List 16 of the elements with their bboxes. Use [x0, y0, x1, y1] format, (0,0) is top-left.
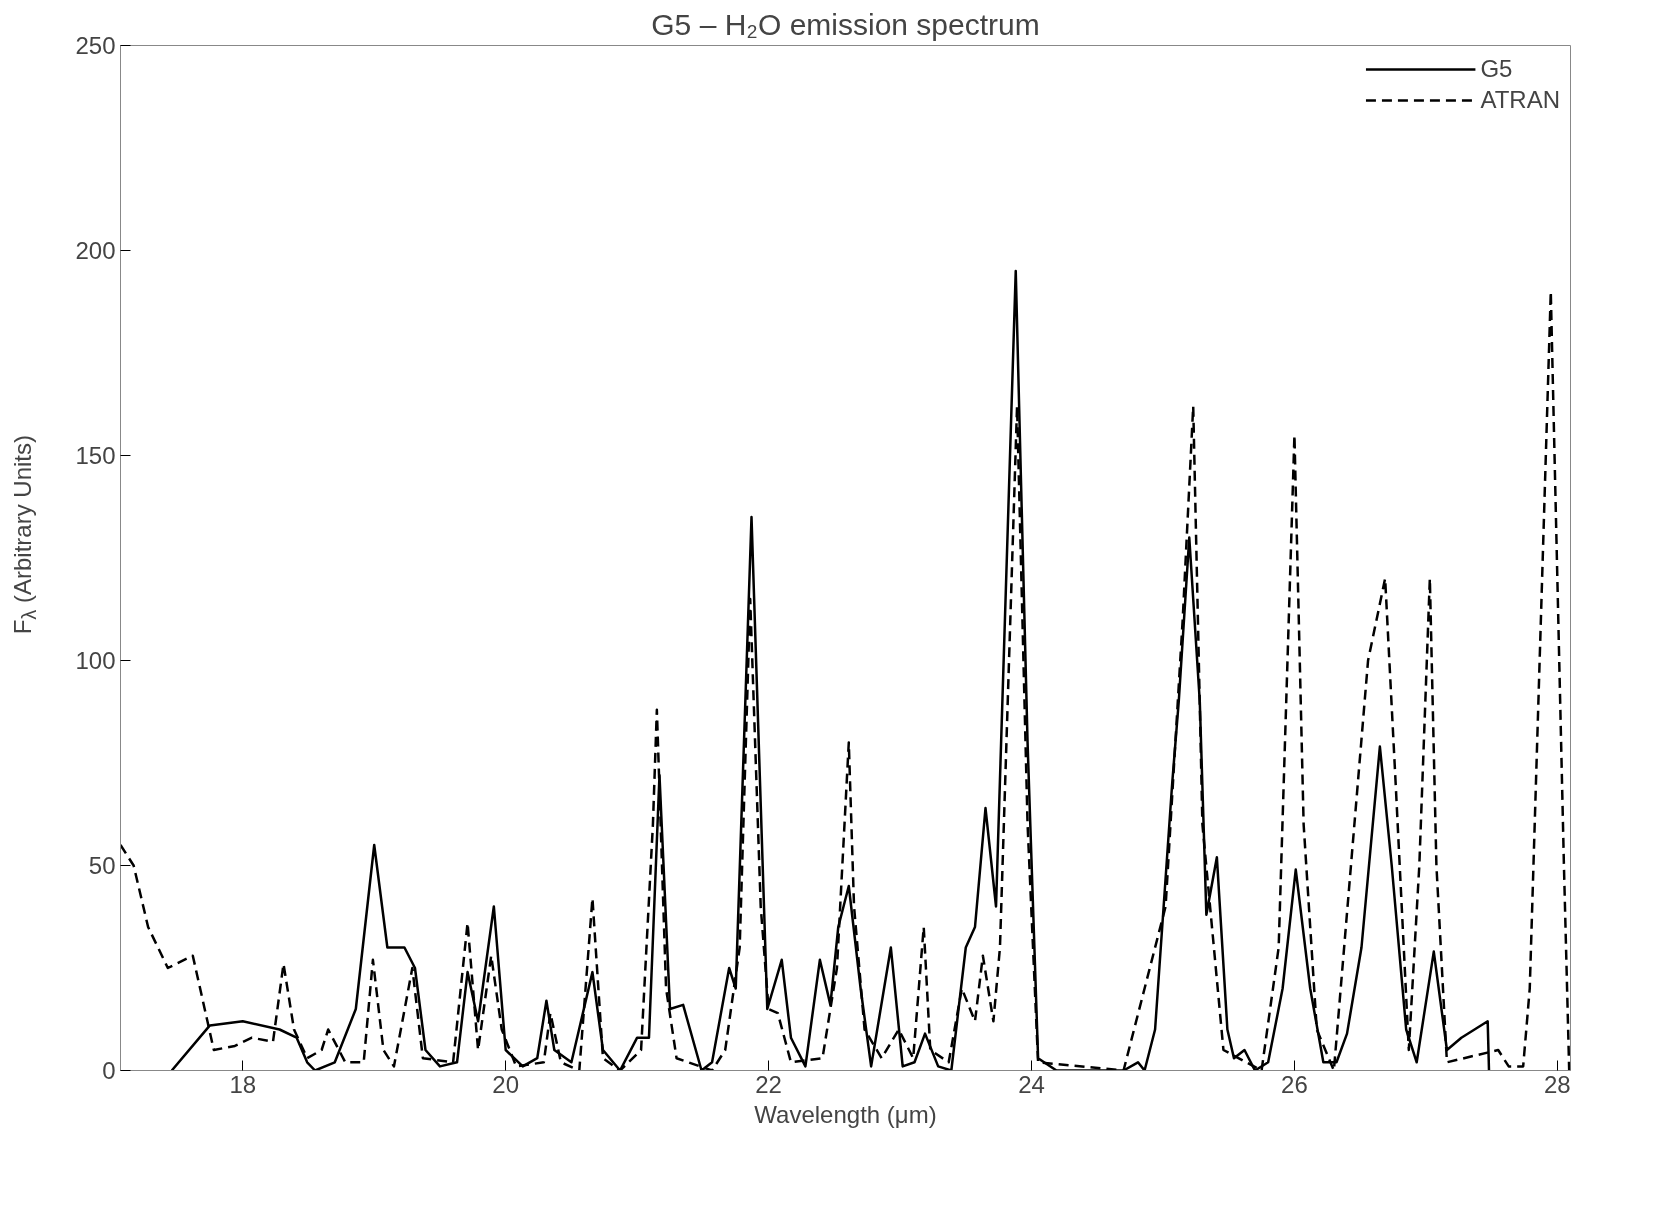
y-tick-label: 200	[75, 237, 116, 264]
legend-label: ATRAN	[1480, 86, 1560, 114]
x-tick-label: 20	[492, 1070, 520, 1098]
y-tick-label: 150	[75, 442, 116, 469]
y-tick-label: 50	[88, 852, 116, 879]
y-tick-label: 0	[102, 1057, 116, 1084]
x-tick-label: 26	[1281, 1070, 1308, 1098]
y-tick-label: 100	[75, 647, 116, 674]
legend-label: G5	[1480, 55, 1513, 83]
x-tick-label: 22	[755, 1070, 782, 1098]
chart-title: G5 – H₂O emission spectrum	[651, 7, 1040, 41]
x-axis-title: Wavelength (μm)	[754, 1100, 937, 1128]
x-tick-label: 24	[1018, 1070, 1045, 1098]
x-tick-label: 18	[229, 1070, 257, 1098]
x-tick-label: 28	[1544, 1070, 1571, 1098]
y-tick-label: 250	[75, 32, 116, 59]
